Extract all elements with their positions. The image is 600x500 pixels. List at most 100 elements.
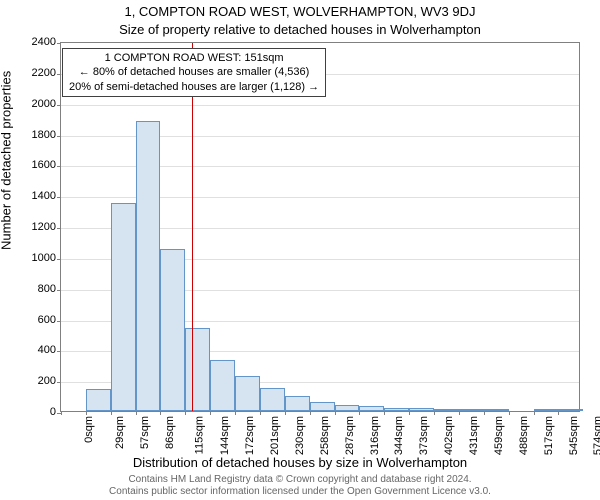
xtick-mark bbox=[260, 411, 261, 415]
ytick-label: 2200 bbox=[32, 67, 56, 79]
ytick-mark bbox=[57, 382, 61, 383]
ytick-label: 800 bbox=[38, 283, 56, 295]
xtick-mark bbox=[509, 411, 510, 415]
ytick-mark bbox=[57, 228, 61, 229]
xtick-label: 86sqm bbox=[164, 416, 176, 449]
histogram-bar bbox=[335, 405, 360, 411]
callout-line2: ← 80% of detached houses are smaller (4,… bbox=[69, 65, 319, 79]
ytick-mark bbox=[57, 197, 61, 198]
ytick-label: 200 bbox=[38, 375, 56, 387]
xtick-mark bbox=[409, 411, 410, 415]
xtick-label: 172sqm bbox=[244, 416, 256, 455]
xtick-mark bbox=[335, 411, 336, 415]
footer-attribution: Contains HM Land Registry data © Crown c… bbox=[0, 474, 600, 498]
reference-line bbox=[192, 43, 193, 411]
xtick-label: 517sqm bbox=[543, 416, 555, 455]
histogram-bar bbox=[359, 406, 384, 411]
xtick-mark bbox=[86, 411, 87, 415]
xtick-mark bbox=[558, 411, 559, 415]
ytick-mark bbox=[57, 259, 61, 260]
xtick-label: 344sqm bbox=[394, 416, 406, 455]
xtick-label: 230sqm bbox=[294, 416, 306, 455]
xtick-mark bbox=[111, 411, 112, 415]
xtick-label: 201sqm bbox=[269, 416, 281, 455]
histogram-bar bbox=[86, 389, 111, 411]
histogram-bar bbox=[534, 409, 559, 411]
xtick-label: 431sqm bbox=[468, 416, 480, 455]
histogram-bar bbox=[160, 249, 185, 411]
histogram-bar bbox=[235, 376, 260, 411]
xtick-label: 402sqm bbox=[443, 416, 455, 455]
ytick-label: 600 bbox=[38, 314, 56, 326]
histogram-bar bbox=[210, 360, 235, 411]
xtick-mark bbox=[484, 411, 485, 415]
ytick-label: 1600 bbox=[32, 159, 56, 171]
histogram-bar bbox=[434, 409, 459, 411]
xtick-mark bbox=[285, 411, 286, 415]
footer-line1: Contains HM Land Registry data © Crown c… bbox=[0, 474, 600, 486]
ytick-mark bbox=[57, 105, 61, 106]
y-axis-label: Number of detached properties bbox=[0, 71, 14, 250]
xtick-label: 488sqm bbox=[518, 416, 530, 455]
xtick-mark bbox=[210, 411, 211, 415]
xtick-mark bbox=[160, 411, 161, 415]
xtick-label: 29sqm bbox=[114, 416, 126, 449]
histogram-bar bbox=[111, 203, 136, 411]
histogram-bar bbox=[409, 408, 434, 411]
ytick-mark bbox=[57, 136, 61, 137]
chart-title: 1, COMPTON ROAD WEST, WOLVERHAMPTON, WV3… bbox=[0, 4, 600, 19]
ytick-label: 0 bbox=[50, 406, 56, 418]
xtick-mark bbox=[434, 411, 435, 415]
ytick-label: 2400 bbox=[32, 36, 56, 48]
ytick-label: 400 bbox=[38, 344, 56, 356]
histogram-bar bbox=[185, 328, 210, 411]
xtick-label: 287sqm bbox=[344, 416, 356, 455]
ytick-label: 1000 bbox=[32, 252, 56, 264]
histogram-bar bbox=[310, 402, 335, 411]
histogram-bar bbox=[384, 408, 409, 411]
xtick-mark bbox=[310, 411, 311, 415]
xtick-label: 144sqm bbox=[220, 416, 232, 455]
x-axis-label: Distribution of detached houses by size … bbox=[0, 455, 600, 470]
xtick-label: 373sqm bbox=[418, 416, 430, 455]
plot-region: 1 COMPTON ROAD WEST: 151sqm ← 80% of det… bbox=[60, 42, 580, 412]
xtick-mark bbox=[384, 411, 385, 415]
xtick-mark bbox=[185, 411, 186, 415]
xtick-label: 545sqm bbox=[568, 416, 580, 455]
histogram-bar bbox=[260, 388, 285, 411]
histogram-bar bbox=[285, 396, 310, 411]
xtick-label: 316sqm bbox=[369, 416, 381, 455]
plot-area bbox=[60, 42, 580, 412]
histogram-bar bbox=[558, 409, 583, 411]
histogram-bar bbox=[136, 121, 161, 411]
xtick-mark bbox=[136, 411, 137, 415]
ytick-mark bbox=[57, 166, 61, 167]
footer-line2: Contains public sector information licen… bbox=[0, 486, 600, 498]
histogram-bar bbox=[484, 409, 509, 411]
ytick-label: 1200 bbox=[32, 221, 56, 233]
xtick-mark bbox=[235, 411, 236, 415]
ytick-mark bbox=[57, 351, 61, 352]
xtick-mark bbox=[61, 411, 62, 415]
histogram-bar bbox=[459, 409, 484, 411]
xtick-mark bbox=[459, 411, 460, 415]
xtick-label: 574sqm bbox=[593, 416, 600, 455]
xtick-mark bbox=[534, 411, 535, 415]
xtick-label: 115sqm bbox=[194, 416, 206, 454]
ytick-label: 2000 bbox=[32, 98, 56, 110]
chart-subtitle: Size of property relative to detached ho… bbox=[0, 22, 600, 37]
ytick-label: 1800 bbox=[32, 129, 56, 141]
ytick-mark bbox=[57, 74, 61, 75]
xtick-label: 0sqm bbox=[83, 416, 95, 443]
xtick-label: 459sqm bbox=[493, 416, 505, 455]
ytick-mark bbox=[57, 290, 61, 291]
chart-container: 1, COMPTON ROAD WEST, WOLVERHAMPTON, WV3… bbox=[0, 0, 600, 500]
annotation-callout: 1 COMPTON ROAD WEST: 151sqm ← 80% of det… bbox=[62, 48, 326, 97]
xtick-label: 57sqm bbox=[139, 416, 151, 449]
ytick-label: 1400 bbox=[32, 190, 56, 202]
ytick-mark bbox=[57, 321, 61, 322]
ytick-mark bbox=[57, 43, 61, 44]
gridline bbox=[61, 105, 579, 106]
callout-line3: 20% of semi-detached houses are larger (… bbox=[69, 80, 319, 94]
xtick-label: 258sqm bbox=[319, 416, 331, 455]
